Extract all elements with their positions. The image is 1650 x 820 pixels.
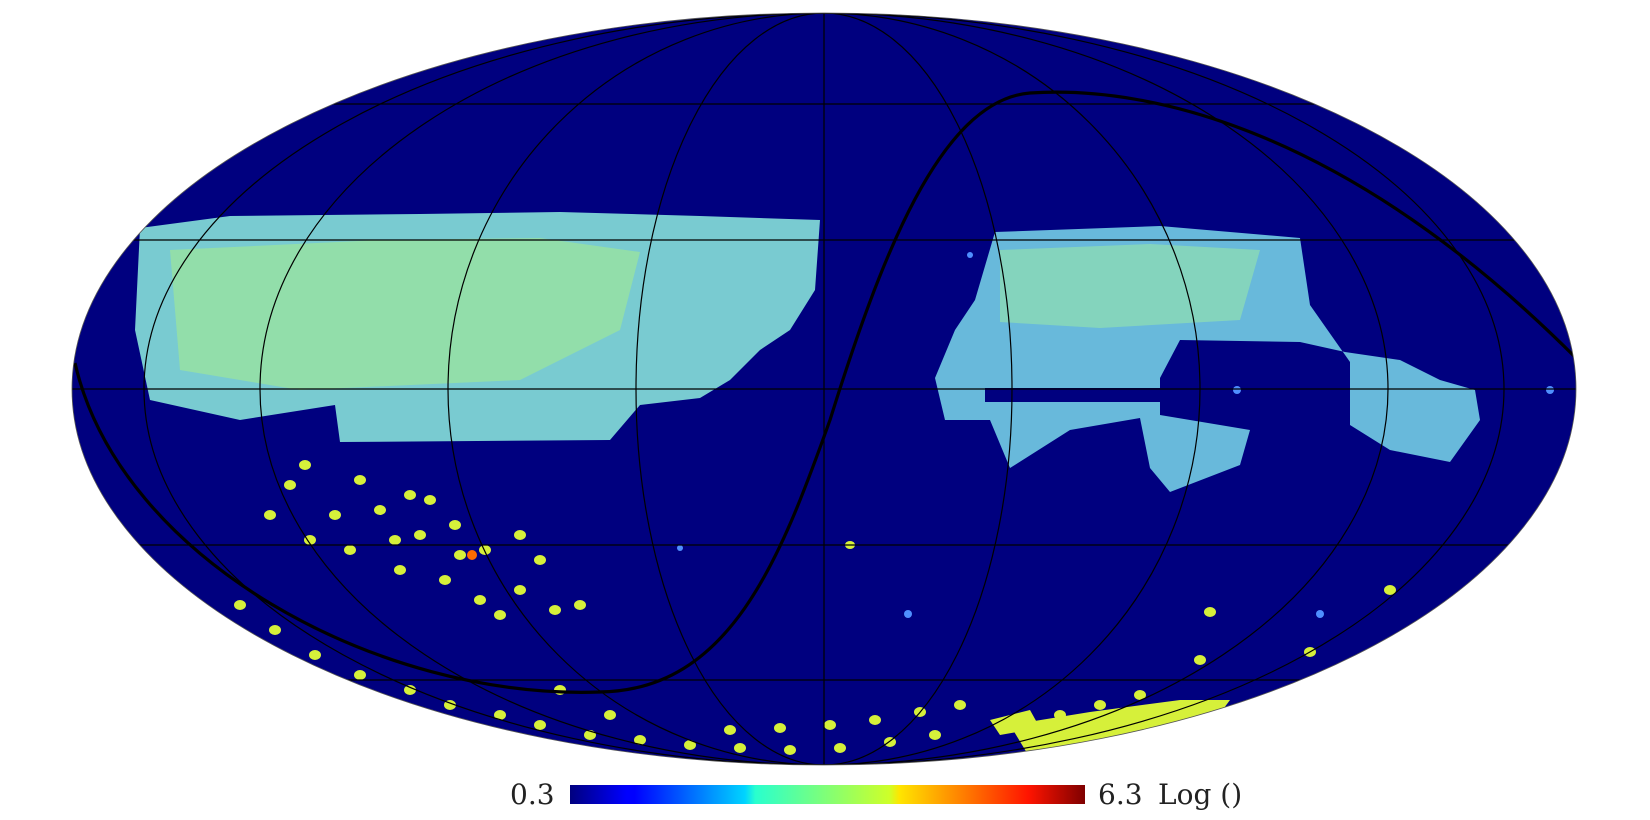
colorbar-max-label: 6.3 bbox=[1098, 778, 1143, 811]
survey-gap-strip bbox=[985, 388, 1245, 402]
isolated-pixels bbox=[677, 252, 1554, 618]
hotspot bbox=[467, 550, 477, 560]
colorbar-min-label: 0.3 bbox=[510, 778, 555, 811]
ecliptic-line bbox=[73, 90, 1576, 694]
colorbar bbox=[570, 785, 1085, 804]
southern-patch-mid bbox=[990, 710, 1040, 735]
colorbar-unit-label: Log () bbox=[1158, 778, 1243, 811]
sky-ellipse-border bbox=[71, 12, 1577, 766]
survey-region-north-right-inner bbox=[1000, 244, 1260, 328]
graticule-meridians bbox=[143, 13, 1505, 765]
southern-patch-right bbox=[1010, 700, 1230, 758]
survey-region-north-left-inner bbox=[170, 238, 640, 390]
